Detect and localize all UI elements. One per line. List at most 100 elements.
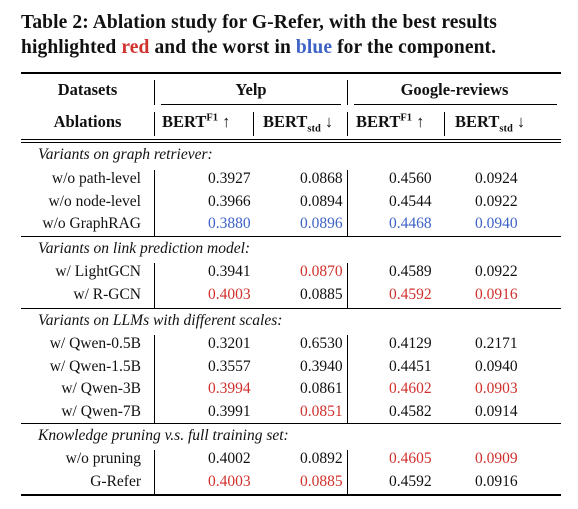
row-label: w/o pruning (65, 450, 141, 467)
caption-text: for the component. (332, 37, 497, 58)
google-bertstd-cell: 0.0922 (475, 263, 518, 280)
google-bertf1-cell: 0.4605 (389, 450, 432, 467)
google-bertf1-cell: 0.4544 (389, 192, 432, 210)
vline (253, 112, 254, 136)
row-label: w/o path-level (51, 170, 141, 187)
yelp-bertf1-cell: 0.3927 (208, 170, 251, 187)
google-bertf1-cell: 0.4560 (389, 170, 432, 187)
table-row: w/ Qwen-3B 0.3994 0.0861 0.4602 0.0903 (0, 380, 578, 402)
google-bertstd-cell: 0.0924 (475, 170, 518, 187)
table-caption: Table 2: Ablation study for G-Refer, wit… (21, 10, 566, 60)
metric-label: BERT (162, 112, 207, 131)
vline (347, 263, 348, 308)
row-label: w/ Qwen-1.5B (49, 357, 141, 375)
row-label: G-Refer (90, 472, 141, 490)
yelp-bertstd-cell: 0.6530 (300, 335, 343, 352)
metric-sub: std (307, 123, 321, 135)
table-row: w/o GraphRAG 0.3880 0.0896 0.4468 0.0940 (0, 215, 578, 237)
google-bertstd-cell: 0.0914 (475, 402, 518, 420)
header-yelp-bertf1: BERTF1 ↑ (162, 112, 230, 132)
header-google-reviews: Google-reviews (400, 80, 509, 99)
google-bertstd-cell: 0.0916 (475, 472, 518, 490)
row-label: w/ LightGCN (55, 263, 141, 280)
section-title-graph-retriever: Variants on graph retriever: (38, 146, 213, 163)
caption-red-word: red (121, 37, 150, 58)
section-title-link-prediction: Variants on link prediction model: (38, 240, 251, 257)
google-bertstd-cell: 0.0916 (475, 285, 518, 303)
yelp-bertf1-cell: 0.4003 (208, 285, 251, 303)
row-label: w/o node-level (48, 192, 141, 210)
vline (347, 450, 348, 494)
caption-blue-word: blue (295, 37, 333, 58)
table-row: w/ R-GCN 0.4003 0.0885 0.4592 0.0916 (0, 286, 578, 308)
yelp-bertstd-cell: 0.3940 (300, 357, 343, 375)
yelp-cmidrule (161, 104, 341, 105)
header-yelp-bertstd: BERTstd ↓ (263, 112, 333, 134)
table-row: w/ Qwen-1.5B 0.3557 0.3940 0.4451 0.0940 (0, 358, 578, 380)
yelp-bertf1-cell: 0.3994 (208, 380, 251, 397)
vline (347, 170, 348, 236)
yelp-bertstd-cell: 0.0868 (300, 170, 343, 187)
table-row: w/ Qwen-0.5B 0.3201 0.6530 0.4129 0.2171 (0, 335, 578, 357)
yelp-bertstd-cell: 0.0870 (300, 263, 343, 280)
google-bertf1-cell: 0.4468 (389, 215, 432, 232)
yelp-bertf1-cell: 0.4002 (208, 450, 251, 467)
header-google-bertstd: BERTstd ↓ (455, 112, 525, 134)
yelp-bertf1-cell: 0.3557 (208, 357, 251, 375)
row-label: w/ Qwen-3B (61, 380, 141, 397)
vline (154, 263, 155, 308)
table-bottom-rule (21, 494, 561, 496)
metric-label: BERT (455, 112, 500, 131)
vline (347, 112, 348, 136)
table-row: w/ LightGCN 0.3941 0.0870 0.4589 0.0922 (0, 263, 578, 285)
google-bertf1-cell: 0.4602 (389, 380, 432, 397)
row-label: w/ R-GCN (73, 285, 141, 303)
google-bertf1-cell: 0.4589 (389, 263, 432, 280)
vline (154, 335, 155, 423)
google-bertstd-cell: 0.0909 (475, 450, 518, 467)
header-yelp: Yelp (235, 80, 267, 99)
vline (154, 170, 155, 236)
vline (347, 80, 348, 105)
up-arrow-icon: ↑ (218, 112, 231, 131)
row-label: w/ Qwen-0.5B (49, 335, 141, 352)
yelp-bertstd-cell: 0.0896 (300, 215, 343, 232)
yelp-bertf1-cell: 0.3966 (208, 192, 251, 210)
table-top-rule (21, 72, 561, 74)
yelp-bertstd-cell: 0.0885 (300, 285, 343, 303)
google-bertstd-cell: 0.0903 (475, 380, 518, 397)
google-cmidrule (354, 104, 557, 105)
vline (347, 335, 348, 423)
vline (154, 80, 155, 105)
google-bertf1-cell: 0.4592 (389, 472, 432, 490)
yelp-bertf1-cell: 0.3201 (208, 335, 251, 352)
row-label: w/ Qwen-7B (61, 402, 141, 420)
section-rule (21, 236, 561, 237)
google-bertstd-cell: 0.0922 (475, 192, 518, 210)
section-title-knowledge-pruning: Knowledge pruning v.s. full training set… (38, 427, 289, 444)
metric-sup: F1 (400, 112, 413, 124)
table-row: w/o pruning 0.4002 0.0892 0.4605 0.0909 (0, 450, 578, 472)
google-bertf1-cell: 0.4582 (389, 402, 432, 420)
header-google-bertf1: BERTF1 ↑ (356, 112, 424, 132)
table-row: w/ Qwen-7B 0.3991 0.0851 0.4582 0.0914 (0, 403, 578, 425)
yelp-bertstd-cell: 0.0894 (300, 192, 343, 210)
section-rule (21, 423, 561, 424)
caption-text: and the worst in (149, 37, 296, 58)
yelp-bertstd-cell: 0.0861 (300, 380, 343, 397)
google-bertstd-cell: 0.2171 (475, 335, 518, 352)
yelp-bertf1-cell: 0.3880 (208, 215, 251, 232)
caption-text: Table 2: Ablation study for G-Refer, wit… (21, 12, 497, 58)
table-row: w/o path-level 0.3927 0.0868 0.4560 0.0924 (0, 170, 578, 192)
google-bertstd-cell: 0.0940 (475, 215, 518, 232)
header-datasets: Datasets (57, 80, 118, 99)
up-arrow-icon: ↑ (412, 112, 425, 131)
metric-sub: std (499, 123, 513, 135)
header-double-rule-1 (21, 139, 561, 140)
yelp-bertstd-cell: 0.0892 (300, 450, 343, 467)
google-bertstd-cell: 0.0940 (475, 357, 518, 375)
table-row: G-Refer 0.4003 0.0885 0.4592 0.0916 (0, 473, 578, 495)
down-arrow-icon: ↓ (320, 112, 334, 131)
header-ablations: Ablations (53, 112, 122, 131)
metric-label: BERT (263, 112, 308, 131)
